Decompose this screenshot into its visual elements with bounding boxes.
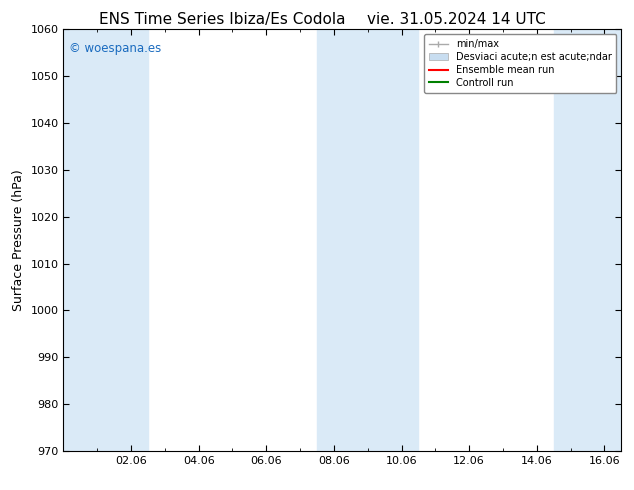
Legend: min/max, Desviaci acute;n est acute;ndar, Ensemble mean run, Controll run: min/max, Desviaci acute;n est acute;ndar… (424, 34, 616, 93)
Text: vie. 31.05.2024 14 UTC: vie. 31.05.2024 14 UTC (367, 12, 546, 27)
Bar (317, 29, 418, 451)
Y-axis label: Surface Pressure (hPa): Surface Pressure (hPa) (12, 169, 25, 311)
Text: © woespana.es: © woespana.es (69, 42, 161, 55)
Text: ENS Time Series Ibiza/Es Codola: ENS Time Series Ibiza/Es Codola (99, 12, 345, 27)
Bar (63, 29, 148, 451)
Bar (553, 29, 621, 451)
